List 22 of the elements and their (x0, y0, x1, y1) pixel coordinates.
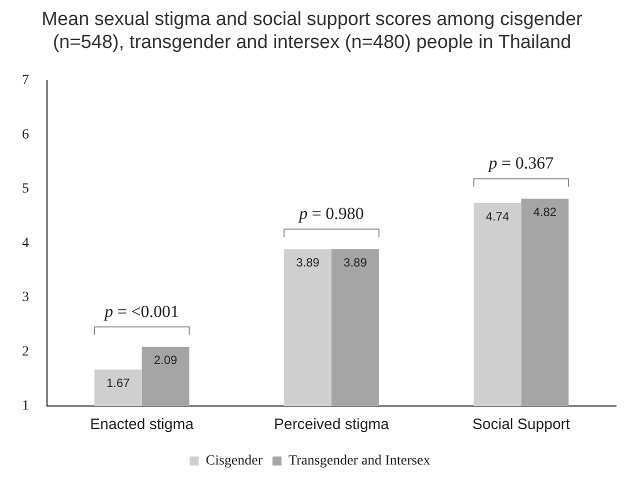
data-label: 4.82 (533, 205, 557, 220)
legend-label: Transgender and Intersex (288, 454, 430, 469)
legend-label: Cisgender (206, 454, 263, 469)
annotation: p = <0.001 (104, 302, 180, 321)
x-tick-label: Perceived stigma (274, 416, 390, 434)
y-tick-label: 2 (22, 344, 29, 360)
y-tick-label: 1 (22, 398, 29, 414)
annotation: p = 0.367 (488, 154, 554, 173)
y-tick-label: 4 (22, 236, 29, 251)
y-tick-label: 3 (22, 290, 29, 306)
y-tick-label: 5 (22, 182, 29, 197)
x-tick-label: Enacted stigma (90, 416, 194, 434)
x-tick-label: Social Support (472, 416, 571, 434)
data-label: 3.89 (344, 255, 368, 270)
data-label: 2.09 (154, 353, 178, 368)
data-label: 3.89 (296, 255, 320, 270)
chart-title: Mean sexual stigma and social support scores among cisgender (n=548), transgender and intersex (n=480) people in Thailand (40, 8, 584, 54)
data-label: 1.67 (106, 376, 130, 390)
annotation: p = 0.980 (298, 204, 364, 224)
y-tick-label: 6 (22, 127, 29, 142)
data-label: 4.74 (486, 209, 510, 224)
y-tick-label: 7 (22, 73, 29, 88)
